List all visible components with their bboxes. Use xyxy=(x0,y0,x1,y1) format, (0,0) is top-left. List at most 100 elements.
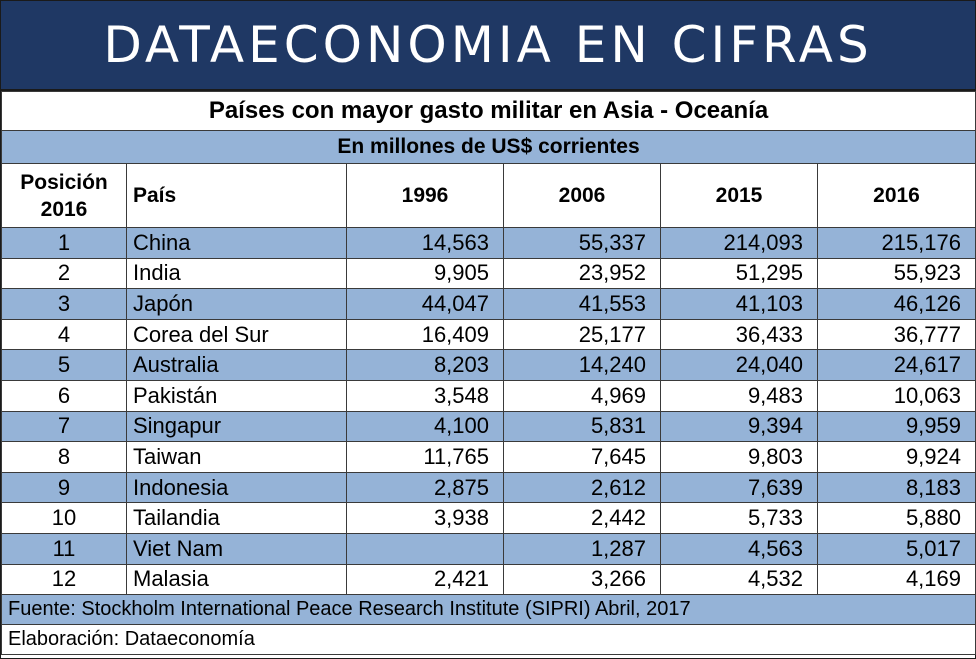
cell-value-2016: 4,169 xyxy=(817,563,976,596)
cell-value-2015: 5,733 xyxy=(660,502,818,534)
cell-value-1996: 2,875 xyxy=(346,471,504,504)
cell-position: 5 xyxy=(1,349,127,381)
table-subtitle-row: En millones de US$ corrientes xyxy=(1,130,976,164)
cell-value-1996: 14,563 xyxy=(346,227,504,259)
cell-country: Viet Nam xyxy=(126,532,347,565)
cell-value-2016: 46,126 xyxy=(817,288,976,320)
cell-value-2006: 25,177 xyxy=(503,318,661,351)
table-row: 6 Pakistán 3,548 4,969 9,483 10,063 xyxy=(1,379,976,412)
header-year-2016: 2016 xyxy=(817,163,976,228)
table-row: 10 Tailandia 3,938 2,442 5,733 5,880 xyxy=(1,502,976,534)
cell-value-2006: 1,287 xyxy=(503,532,661,565)
header-country: País xyxy=(126,163,347,228)
table-subtitle: En millones de US$ corrientes xyxy=(1,130,976,164)
cell-value-2015: 9,803 xyxy=(660,441,818,473)
table-row: 5 Australia 8,203 14,240 24,040 24,617 xyxy=(1,349,976,381)
cell-value-2006: 55,337 xyxy=(503,227,661,259)
cell-country: Indonesia xyxy=(126,471,347,504)
cell-value-2015: 36,433 xyxy=(660,318,818,351)
cell-position: 8 xyxy=(1,441,127,473)
table-row: 2 India 9,905 23,952 51,295 55,923 xyxy=(1,257,976,290)
cell-value-2015: 4,563 xyxy=(660,532,818,565)
header-year-2006: 2006 xyxy=(503,163,661,228)
cell-value-2006: 7,645 xyxy=(503,441,661,473)
cell-country: Japón xyxy=(126,288,347,320)
cell-country: Tailandia xyxy=(126,502,347,534)
cell-country: Australia xyxy=(126,349,347,381)
cell-value-1996: 3,548 xyxy=(346,379,504,412)
cell-value-2015: 9,394 xyxy=(660,410,818,443)
cell-value-1996: 16,409 xyxy=(346,318,504,351)
cell-value-2006: 3,266 xyxy=(503,563,661,596)
table-row: 3 Japón 44,047 41,553 41,103 46,126 xyxy=(1,288,976,320)
cell-value-2015: 9,483 xyxy=(660,379,818,412)
table-title-row: Países con mayor gasto militar en Asia -… xyxy=(1,91,976,131)
table-row: 8 Taiwan 11,765 7,645 9,803 9,924 xyxy=(1,441,976,473)
cell-value-2016: 5,017 xyxy=(817,532,976,565)
cell-position: 3 xyxy=(1,288,127,320)
table-row: 9 Indonesia 2,875 2,612 7,639 8,183 xyxy=(1,471,976,504)
table-row: 4 Corea del Sur 16,409 25,177 36,433 36,777 xyxy=(1,318,976,351)
column-header-row: Posición 2016 País 1996 2006 2015 2016 xyxy=(1,163,976,228)
cell-value-1996: 11,765 xyxy=(346,441,504,473)
cell-value-2016: 9,959 xyxy=(817,410,976,443)
cell-position: 1 xyxy=(1,227,127,259)
cell-value-2015: 214,093 xyxy=(660,227,818,259)
cell-value-2016: 5,880 xyxy=(817,502,976,534)
cell-value-2015: 41,103 xyxy=(660,288,818,320)
cell-country: China xyxy=(126,227,347,259)
cell-position: 6 xyxy=(1,379,127,412)
cell-value-2015: 51,295 xyxy=(660,257,818,290)
cell-value-2016: 8,183 xyxy=(817,471,976,504)
cell-country: Malasia xyxy=(126,563,347,596)
cell-value-1996: 3,938 xyxy=(346,502,504,534)
table-title: Países con mayor gasto militar en Asia -… xyxy=(1,91,976,131)
cell-position: 9 xyxy=(1,471,127,504)
credit-row: Elaboración: Dataeconomía xyxy=(1,624,976,656)
cell-position: 7 xyxy=(1,410,127,443)
cell-country: India xyxy=(126,257,347,290)
cell-value-1996: 2,421 xyxy=(346,563,504,596)
banner-title: DATAECONOMIA EN CIFRAS xyxy=(1,1,975,91)
cell-value-2006: 2,442 xyxy=(503,502,661,534)
cell-position: 4 xyxy=(1,318,127,351)
table-row: 7 Singapur 4,100 5,831 9,394 9,959 xyxy=(1,410,976,443)
cell-value-1996 xyxy=(346,532,504,565)
cell-position: 10 xyxy=(1,502,127,534)
header-position-line1: Posición xyxy=(20,170,108,194)
cell-value-2016: 215,176 xyxy=(817,227,976,259)
cell-country: Corea del Sur xyxy=(126,318,347,351)
header-year-1996: 1996 xyxy=(346,163,504,228)
cell-value-2015: 4,532 xyxy=(660,563,818,596)
table-row: 11 Viet Nam 1,287 4,563 5,017 xyxy=(1,532,976,565)
cell-value-1996: 44,047 xyxy=(346,288,504,320)
cell-value-1996: 9,905 xyxy=(346,257,504,290)
cell-value-2006: 14,240 xyxy=(503,349,661,381)
table-row: 12 Malasia 2,421 3,266 4,532 4,169 xyxy=(1,563,976,596)
cell-value-2006: 41,553 xyxy=(503,288,661,320)
credit-note: Elaboración: Dataeconomía xyxy=(1,624,976,656)
source-note: Fuente: Stockholm International Peace Re… xyxy=(1,594,976,626)
cell-position: 2 xyxy=(1,257,127,290)
cell-position: 12 xyxy=(1,563,127,596)
cell-country: Taiwan xyxy=(126,441,347,473)
cell-value-2016: 10,063 xyxy=(817,379,976,412)
cell-value-2015: 24,040 xyxy=(660,349,818,381)
cell-value-2016: 9,924 xyxy=(817,441,976,473)
header-position-line2: 2016 xyxy=(40,197,88,221)
cell-value-2006: 2,612 xyxy=(503,471,661,504)
cell-value-2016: 24,617 xyxy=(817,349,976,381)
cell-value-2015: 7,639 xyxy=(660,471,818,504)
header-year-2015: 2015 xyxy=(660,163,818,228)
cell-value-1996: 8,203 xyxy=(346,349,504,381)
military-spending-table: Países con mayor gasto militar en Asia -… xyxy=(1,91,976,656)
cell-country: Pakistán xyxy=(126,379,347,412)
cell-value-1996: 4,100 xyxy=(346,410,504,443)
cell-value-2016: 36,777 xyxy=(817,318,976,351)
source-row: Fuente: Stockholm International Peace Re… xyxy=(1,594,976,626)
cell-value-2006: 5,831 xyxy=(503,410,661,443)
cell-value-2006: 23,952 xyxy=(503,257,661,290)
cell-value-2006: 4,969 xyxy=(503,379,661,412)
cell-value-2016: 55,923 xyxy=(817,257,976,290)
